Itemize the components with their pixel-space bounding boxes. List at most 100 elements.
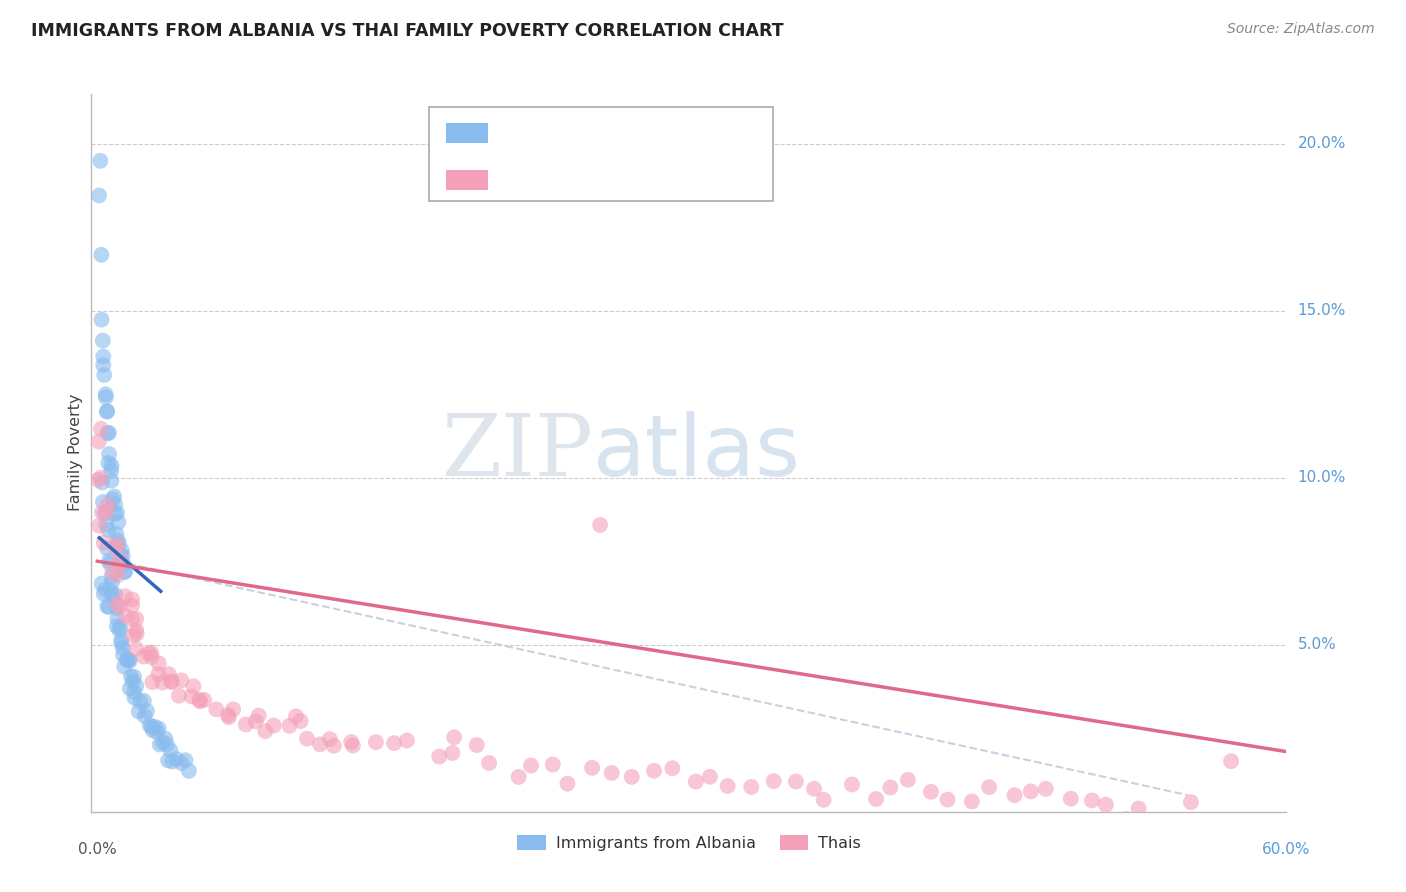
Point (157, 667, 180, 681)
Point (150, 675, 173, 690)
Point (93, 587, 115, 601)
Point (174, 753, 197, 767)
Point (1220, 754, 1243, 768)
Point (193, 693, 215, 707)
Point (1060, 791, 1083, 805)
Point (90, 312, 112, 326)
Point (589, 517, 612, 532)
Point (91, 334, 114, 348)
Point (93, 507, 115, 521)
Point (936, 792, 959, 806)
Point (188, 694, 211, 708)
Text: ZIP: ZIP (441, 411, 593, 494)
Point (1115, 812, 1137, 826)
Point (114, 565, 136, 579)
Point (762, 774, 785, 789)
Point (114, 589, 136, 603)
Point (96, 404, 118, 418)
Point (1081, 793, 1104, 807)
Point (107, 568, 129, 582)
Text: IMMIGRANTS FROM ALBANIA VS THAI FAMILY POVERTY CORRELATION CHART: IMMIGRANTS FROM ALBANIA VS THAI FAMILY P… (31, 22, 783, 40)
Point (581, 761, 603, 775)
Point (136, 704, 159, 718)
Point (245, 714, 267, 729)
Point (108, 536, 131, 550)
Point (157, 754, 180, 768)
Point (167, 689, 190, 703)
Point (322, 739, 344, 753)
Point (180, 690, 202, 704)
Point (160, 674, 183, 689)
Point (121, 674, 143, 689)
Point (100, 570, 122, 584)
Point (101, 492, 124, 507)
Point (94, 582, 117, 597)
Point (1004, 788, 1026, 802)
Point (104, 588, 127, 602)
Point (170, 673, 193, 688)
Point (107, 538, 129, 552)
Point (122, 670, 145, 684)
Point (364, 735, 387, 749)
Point (97, 456, 120, 470)
Point (117, 652, 139, 666)
Point (290, 714, 312, 728)
Point (105, 598, 128, 612)
Point (319, 732, 342, 747)
Point (441, 746, 464, 760)
Point (129, 695, 152, 709)
Text: 0.0%: 0.0% (77, 842, 117, 857)
Point (142, 723, 165, 738)
Point (141, 650, 163, 665)
Point (254, 724, 277, 739)
Point (520, 758, 543, 772)
Point (149, 738, 172, 752)
Point (278, 719, 301, 733)
Point (110, 633, 132, 648)
Text: R =  -0.453   N= 107: R = -0.453 N= 107 (502, 173, 685, 187)
Point (125, 612, 148, 626)
Point (263, 718, 285, 732)
Point (100, 474, 122, 488)
Point (557, 777, 579, 791)
Point (112, 659, 135, 673)
Point (98, 554, 121, 568)
Point (177, 764, 200, 778)
Point (91, 350, 114, 364)
Point (138, 646, 160, 660)
Point (105, 506, 128, 520)
Point (141, 720, 163, 734)
Point (188, 693, 211, 707)
Point (91, 475, 114, 490)
Point (284, 709, 307, 723)
Point (222, 702, 245, 716)
Point (101, 575, 124, 590)
Point (125, 679, 148, 693)
Point (1035, 781, 1057, 796)
Point (93, 536, 115, 550)
Point (465, 738, 488, 752)
Text: 15.0%: 15.0% (1298, 303, 1346, 318)
Point (97, 498, 120, 512)
Point (87, 473, 110, 487)
Legend: Immigrants from Albania, Thais: Immigrants from Albania, Thais (510, 829, 868, 857)
Point (94, 517, 117, 532)
Point (143, 720, 166, 734)
Point (111, 549, 134, 563)
Point (98, 425, 121, 440)
Point (111, 648, 134, 662)
Point (125, 624, 148, 638)
Point (134, 709, 156, 723)
Point (205, 702, 228, 716)
Point (90, 248, 112, 262)
Point (103, 490, 125, 504)
Point (112, 558, 135, 572)
Point (118, 654, 141, 668)
Point (1019, 784, 1042, 798)
Point (716, 779, 738, 793)
Point (148, 657, 170, 671)
Point (1128, 801, 1150, 815)
Point (101, 565, 124, 579)
Point (104, 497, 127, 511)
Point (160, 674, 183, 689)
